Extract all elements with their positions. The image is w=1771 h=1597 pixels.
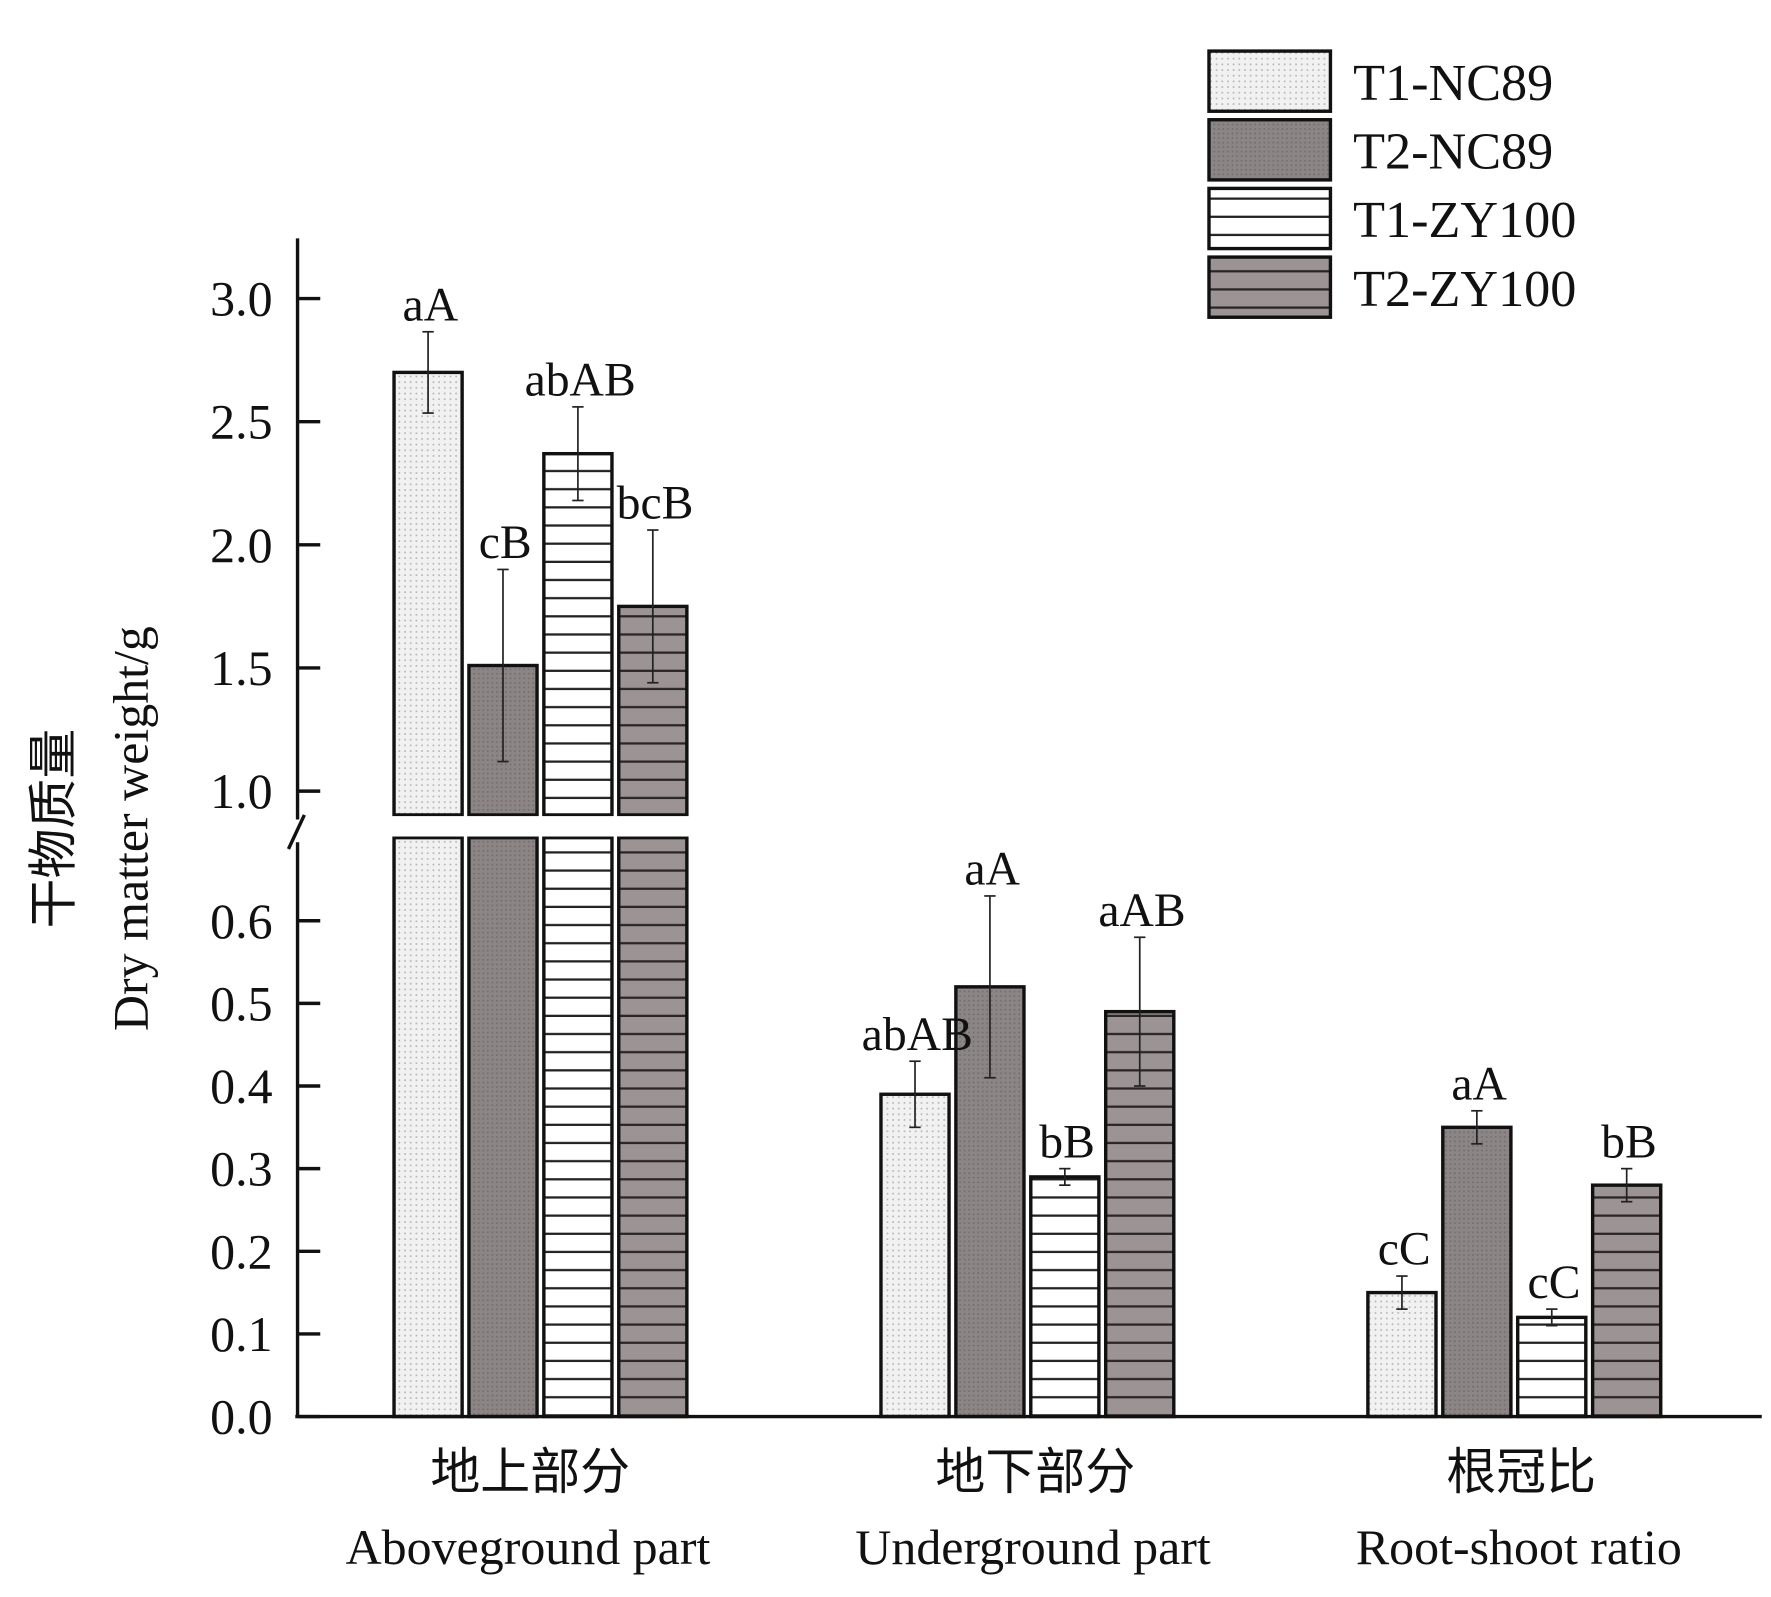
y-tick-label: 0.0	[210, 1389, 272, 1445]
significance-label: bB	[1039, 1116, 1095, 1168]
bars-layer	[390, 370, 1663, 1419]
annotation-layer: aA abAB cC cB aA aA abAB bB cC bcB aAB bB	[403, 279, 1657, 1327]
legend-swatch	[1207, 255, 1333, 319]
legend-label: T1-NC89	[1353, 54, 1553, 112]
y-tick-label: 0.6	[210, 893, 272, 949]
bar	[1590, 1183, 1663, 1419]
y-tick-label: 0.1	[210, 1306, 272, 1362]
bar-lower-part	[392, 835, 464, 1419]
significance-label: abAB	[525, 355, 636, 407]
bar	[392, 370, 464, 817]
significance-label: aA	[403, 279, 459, 331]
significance-label: aA	[964, 844, 1020, 896]
significance-label: cB	[479, 517, 532, 569]
y-axis-title-cn: 干物质量	[26, 729, 82, 929]
category-label-cn: 地上部分	[430, 1444, 630, 1500]
y-tick-label: 0.5	[210, 975, 272, 1031]
significance-label: cC	[1378, 1224, 1431, 1276]
legend-swatch	[1207, 118, 1333, 182]
category-label-cn: 根冠比	[1446, 1444, 1596, 1500]
y-axis-title-en: Dry matter weight/g	[103, 626, 159, 1031]
axis-break-gap	[540, 816, 616, 837]
bar	[1516, 1315, 1588, 1419]
y-tick-label: 2.5	[210, 394, 272, 450]
y-tick-label: 2.0	[210, 517, 272, 573]
significance-label: bcB	[617, 478, 694, 530]
significance-label: aAB	[1098, 885, 1185, 937]
bar	[1366, 1290, 1438, 1419]
legend: T1-NC89 T2-NC89 T1-ZY100 T2-ZY100	[1207, 49, 1576, 319]
category-label-en: Underground part	[855, 1519, 1211, 1575]
category-label-cn: 地下部分	[935, 1444, 1135, 1500]
bar-lower-part	[542, 835, 614, 1419]
axis-break-gap	[465, 816, 541, 837]
legend-label: T1-ZY100	[1353, 191, 1576, 249]
bar	[1441, 1125, 1513, 1419]
category-label-en: Root-shoot ratio	[1356, 1519, 1682, 1575]
legend-swatch	[1207, 49, 1333, 113]
axis-break-mark	[286, 814, 306, 850]
bar	[879, 1092, 951, 1419]
y-tick-label: 1.0	[210, 763, 272, 819]
y-tick-label: 0.2	[210, 1223, 272, 1279]
y-tick-label: 3.0	[210, 271, 272, 327]
bar-lower-part	[467, 835, 539, 1419]
significance-label: cC	[1528, 1257, 1581, 1309]
axis-break-gap	[615, 816, 691, 837]
category-label-en: Aboveground part	[346, 1519, 711, 1575]
bar-lower-part	[617, 835, 689, 1419]
y-tick-label: 1.5	[210, 640, 272, 696]
y-axis-title: 干物质量 Dry matter weight/g	[26, 626, 159, 1031]
significance-label: abAB	[862, 1009, 973, 1061]
bar	[1029, 1175, 1101, 1419]
bar	[542, 451, 614, 817]
category-labels: 地上部分 Aboveground part 地下部分 Underground part…	[346, 1444, 1682, 1575]
legend-label: T2-NC89	[1353, 123, 1553, 181]
legend-label: T2-ZY100	[1353, 260, 1576, 318]
legend-swatch	[1207, 186, 1333, 251]
y-tick-label: 0.4	[210, 1058, 272, 1114]
bar	[1103, 1009, 1176, 1419]
axis-break-gap	[390, 816, 466, 837]
ticks-layer: 0.0 0.1 0.2 0.3 0.4 0.5 0.6 1.0 1.5 2.0 2.5 3.0	[210, 271, 321, 1445]
significance-label: aA	[1451, 1058, 1507, 1110]
axes-layer	[286, 238, 1762, 1419]
y-tick-label: 0.3	[210, 1141, 272, 1197]
significance-label: bB	[1601, 1116, 1657, 1168]
